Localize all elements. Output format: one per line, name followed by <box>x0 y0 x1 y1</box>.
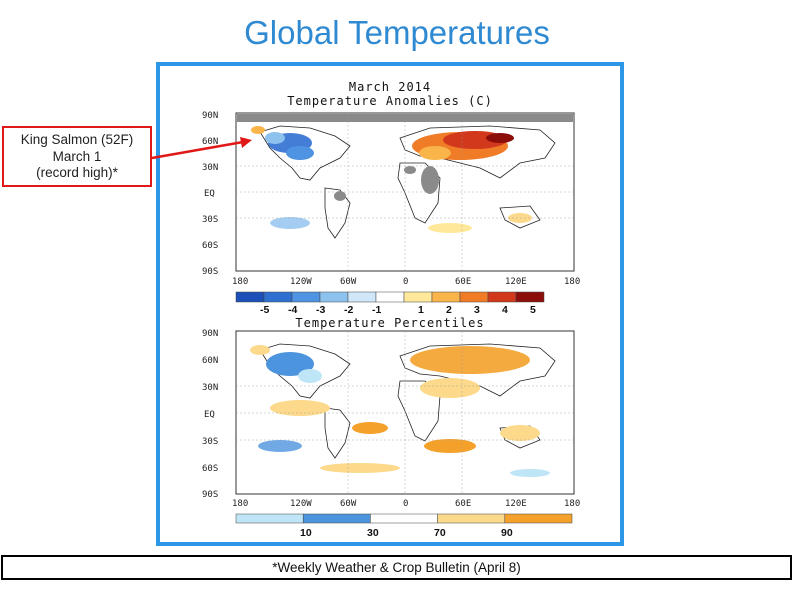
percentile-lon-180e: 180 <box>564 499 580 509</box>
percentile-colorbar-swatch <box>504 513 573 524</box>
anomaly-cb-label-m1: -1 <box>372 304 381 316</box>
anomaly-lon-0: 0 <box>403 277 408 287</box>
anomaly-title-date: March 2014 <box>348 80 432 94</box>
percentile-cb-label-10: 10 <box>300 527 312 539</box>
anomaly-colorbar-swatch <box>459 291 489 303</box>
anomaly-lon-120w: 120W <box>290 277 312 287</box>
percentile-lon-0: 0 <box>403 499 408 509</box>
callout-line-3: (record high)* <box>36 165 118 180</box>
percentile-colorbar <box>235 513 573 524</box>
maps-frame: March 2014 Temperature Anomalies (C) <box>156 62 624 546</box>
percentile-colorbar-swatch <box>235 513 304 524</box>
king-salmon-callout: King Salmon (52F) March 1 (record high)* <box>2 126 152 187</box>
anomaly-lat-30s: 30S <box>202 215 218 225</box>
anomaly-lon-180e: 180 <box>564 277 580 287</box>
percentile-cb-label-30: 30 <box>367 527 379 539</box>
anomaly-map: 90N 60N 30N EQ 30S 60S 90S 180 120W 60W … <box>202 111 580 316</box>
percentile-lat-60n: 60N <box>202 356 218 366</box>
anomaly-lat-90s: 90S <box>202 267 218 277</box>
percentile-lat-30n: 30N <box>202 383 218 393</box>
percentile-lat-30s: 30S <box>202 437 218 447</box>
anomaly-colorbar <box>235 291 545 303</box>
anomaly-colorbar-swatch <box>375 291 405 303</box>
anomaly-cb-label-p2: 2 <box>446 304 452 316</box>
percentile-lat-60s: 60S <box>202 464 218 474</box>
anomaly-lon-180w: 180 <box>232 277 248 287</box>
anomaly-colorbar-swatch <box>291 291 321 303</box>
footer-citation: *Weekly Weather & Crop Bulletin (April 8… <box>1 555 792 580</box>
anomaly-colorbar-swatch <box>319 291 349 303</box>
percentile-map: 90N 60N 30N EQ 30S 60S 90S 180 120W 60W … <box>202 329 580 539</box>
anomaly-cb-label-p4: 4 <box>502 304 508 316</box>
percentile-title: Temperature Percentiles <box>295 316 485 330</box>
slide-title: Global Temperatures <box>244 14 550 51</box>
anomaly-cb-label-p3: 3 <box>474 304 480 316</box>
anomaly-colorbar-swatch <box>403 291 433 303</box>
anomaly-cb-label-p1: 1 <box>418 304 424 316</box>
anomaly-colorbar-swatch <box>263 291 293 303</box>
anomaly-cb-label-m3: -3 <box>316 304 325 316</box>
anomaly-lat-30n: 30N <box>202 163 218 173</box>
callout-line-1: King Salmon (52F) <box>20 132 134 147</box>
percentile-lon-60e: 60E <box>455 499 471 509</box>
anomaly-lat-60s: 60S <box>202 241 218 251</box>
anomaly-colorbar-swatch <box>431 291 461 303</box>
percentile-lat-eq: EQ <box>204 410 215 420</box>
percentile-lon-120e: 120E <box>505 499 527 509</box>
callout-line-2: March 1 <box>52 148 102 164</box>
anomaly-lon-120e: 120E <box>505 277 527 287</box>
anomaly-colorbar-swatch <box>487 291 517 303</box>
percentile-colorbar-swatch <box>370 513 438 524</box>
anomaly-colorbar-swatch <box>347 291 377 303</box>
anomaly-cb-label-p5: 5 <box>530 304 536 316</box>
anomaly-lon-60w: 60W <box>340 277 357 287</box>
percentile-cb-label-70: 70 <box>434 527 446 539</box>
percentile-colorbar-swatch <box>302 513 371 524</box>
anomaly-lat-eq: EQ <box>204 189 215 199</box>
anomaly-colorbar-swatch <box>235 291 265 303</box>
percentile-lon-120w: 120W <box>290 499 312 509</box>
percentile-lat-90s: 90S <box>202 490 218 500</box>
anomaly-colorbar-swatch <box>515 291 545 303</box>
percentile-colorbar-swatch <box>437 513 506 524</box>
anomaly-lat-60n: 60N <box>202 137 218 147</box>
anomaly-lat-90n: 90N <box>202 111 218 121</box>
percentile-lat-90n: 90N <box>202 329 218 339</box>
anomaly-cb-label-m2: -2 <box>344 304 353 316</box>
percentile-lon-60w: 60W <box>340 499 357 509</box>
anomaly-cb-label-m4: -4 <box>288 304 297 316</box>
anomaly-lon-60e: 60E <box>455 277 471 287</box>
anomaly-cb-label-m5: -5 <box>260 304 269 316</box>
percentile-cb-label-90: 90 <box>501 527 513 539</box>
anomaly-title: Temperature Anomalies (C) <box>287 94 493 108</box>
percentile-lon-180w: 180 <box>232 499 248 509</box>
